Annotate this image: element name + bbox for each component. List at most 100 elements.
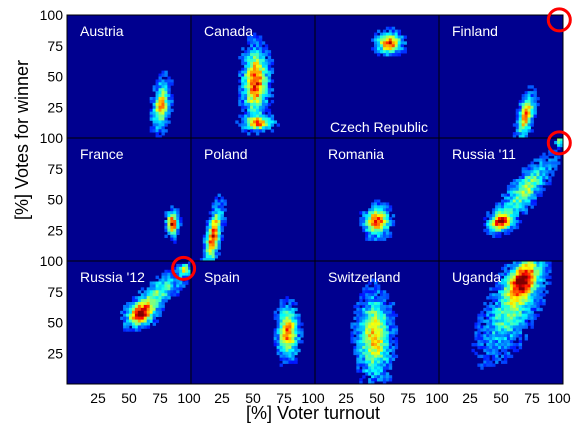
density-cell (211, 258, 216, 261)
density-cell (261, 70, 266, 74)
density-cell (291, 351, 295, 356)
density-cell (149, 126, 154, 130)
density-cell (288, 304, 292, 309)
density-cell (152, 281, 156, 285)
density-cell (388, 316, 393, 320)
density-cell (217, 225, 221, 230)
density-cell (155, 135, 159, 138)
density-cell (164, 275, 168, 279)
density-cell (238, 73, 242, 77)
density-cell (385, 38, 390, 42)
density-cell (521, 190, 526, 195)
density-cell (208, 252, 213, 256)
density-cell (238, 102, 242, 107)
density-cell (297, 348, 301, 353)
density-cell (250, 67, 254, 72)
density-cell (255, 56, 260, 60)
density-cell (288, 345, 292, 350)
density-cell (214, 220, 218, 224)
density-cell (391, 340, 396, 344)
density-cell (377, 302, 381, 306)
density-cell (255, 53, 260, 57)
density-cell (385, 360, 390, 364)
density-cell (377, 360, 381, 364)
density-cell (173, 284, 177, 288)
density-cell (533, 94, 537, 98)
density-cell (388, 26, 393, 31)
density-cell (539, 293, 543, 297)
density-cell (533, 304, 537, 309)
density-cell (258, 97, 263, 101)
density-cell (498, 345, 502, 350)
density-cell (250, 61, 254, 66)
density-cell (258, 35, 263, 39)
density-cell (285, 331, 289, 335)
density-cell (521, 263, 526, 268)
density-cell (521, 316, 526, 320)
density-cell (214, 237, 218, 241)
density-cell (391, 351, 396, 356)
density-cell (282, 319, 286, 323)
density-cell (374, 307, 378, 312)
panel-frame (438, 260, 564, 385)
density-cell (205, 234, 210, 238)
density-cell (521, 299, 526, 303)
density-cell (533, 190, 537, 195)
density-cell (492, 307, 496, 312)
density-cell (356, 322, 360, 326)
density-cell (400, 44, 404, 48)
density-cell (527, 290, 531, 294)
density-cell (542, 187, 546, 192)
density-cell (253, 120, 257, 124)
density-cell (247, 111, 251, 115)
density-cell (356, 360, 360, 364)
density-cell (285, 337, 289, 341)
density-cell (394, 345, 399, 350)
density-cell (385, 337, 390, 341)
density-cell (247, 41, 251, 45)
density-cell (250, 91, 254, 95)
density-cell (202, 243, 207, 247)
density-cell (477, 337, 481, 341)
density-cell (134, 299, 139, 303)
density-cell (501, 287, 505, 291)
density-cell (545, 261, 549, 265)
density-cell (524, 170, 528, 174)
density-cell (509, 345, 514, 350)
density-cell (509, 217, 514, 221)
density-cell (501, 281, 505, 285)
density-cell (208, 217, 213, 221)
density-cell (498, 214, 502, 218)
density-cell (158, 278, 162, 282)
density-cell (247, 61, 251, 66)
density-cell (250, 120, 254, 124)
density-cell (512, 222, 517, 227)
panel-background (439, 15, 563, 138)
density-cell (161, 82, 165, 86)
density-cell (385, 53, 390, 57)
density-cell (518, 296, 523, 300)
density-cell (247, 67, 251, 72)
density-cell (501, 304, 505, 309)
density-cell (512, 325, 517, 329)
density-cell (188, 261, 191, 265)
density-cell (377, 304, 381, 309)
density-cell (521, 281, 526, 285)
density-cell (167, 214, 171, 218)
density-cell (176, 281, 180, 285)
density-cell (220, 208, 224, 212)
density-cell (518, 205, 523, 209)
density-cell (503, 296, 508, 300)
density-cell (527, 299, 531, 303)
density-cell (388, 319, 393, 323)
density-cell (149, 117, 154, 121)
density-cell (255, 132, 260, 136)
density-cell (501, 202, 505, 206)
density-cell (492, 313, 496, 318)
density-cell (518, 126, 523, 130)
density-cell (515, 293, 520, 297)
density-cell (524, 108, 528, 113)
density-cell (279, 331, 283, 335)
